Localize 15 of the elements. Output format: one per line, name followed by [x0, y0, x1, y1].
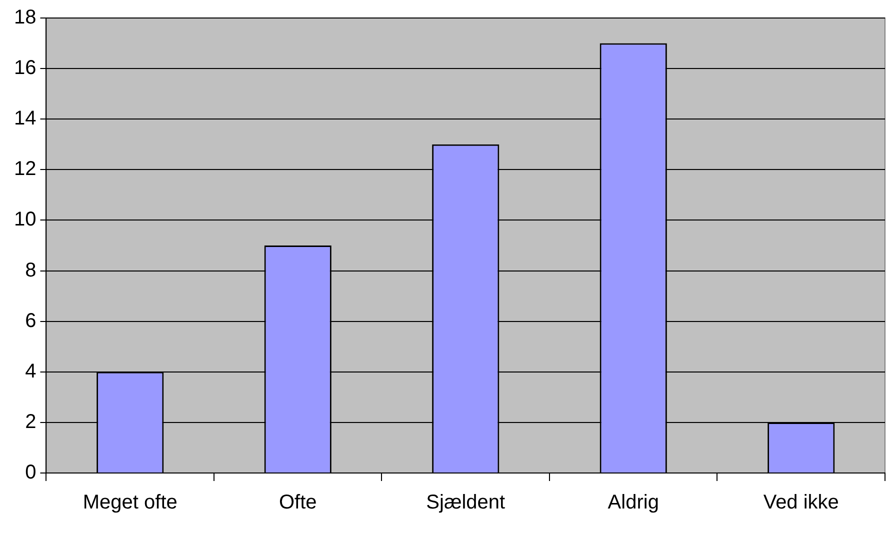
y-tick-label: 18: [14, 6, 36, 29]
y-tick-label: 8: [25, 259, 36, 282]
x-tick-label: Meget ofte: [82, 492, 178, 514]
x-tick-label: Aldrig: [608, 492, 659, 514]
y-tick-label: 12: [14, 158, 36, 180]
y-tick-label: 10: [14, 208, 36, 231]
x-tick-label: Ofte: [278, 492, 317, 514]
y-tick-label: 6: [25, 310, 36, 332]
y-tick-label: 0: [25, 462, 36, 484]
y-tick-label: 16: [14, 57, 36, 80]
x-tick-label: Sjældent: [426, 492, 506, 514]
y-tick-label: 14: [14, 108, 36, 130]
y-tick-label: 4: [25, 360, 36, 382]
y-tick-label: 2: [25, 410, 36, 433]
x-tick-label: Ved ikke: [763, 492, 839, 514]
